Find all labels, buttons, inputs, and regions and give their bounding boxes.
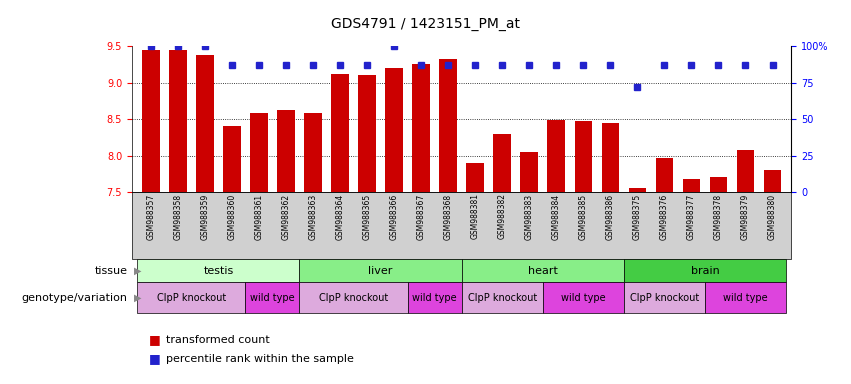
Bar	[655, 158, 673, 192]
Bar	[277, 110, 294, 192]
Bar	[250, 113, 268, 192]
Bar	[710, 177, 728, 192]
Bar	[439, 59, 457, 192]
Text: GDS4791 / 1423151_PM_at: GDS4791 / 1423151_PM_at	[331, 17, 520, 31]
Text: ClpP knockout: ClpP knockout	[319, 293, 388, 303]
Text: wild type: wild type	[413, 293, 457, 303]
Bar	[331, 74, 349, 192]
Text: tissue: tissue	[94, 266, 128, 276]
Bar	[737, 150, 754, 192]
Bar	[386, 68, 403, 192]
Bar	[196, 55, 214, 192]
Bar	[358, 75, 376, 192]
Bar	[683, 179, 700, 192]
Text: ▶: ▶	[134, 266, 141, 276]
Bar	[763, 170, 781, 192]
Text: wild type: wild type	[561, 293, 606, 303]
Bar	[521, 152, 538, 192]
Text: brain: brain	[690, 266, 719, 276]
Bar	[466, 163, 484, 192]
Text: liver: liver	[368, 266, 393, 276]
Text: wild type: wild type	[250, 293, 294, 303]
Bar	[304, 113, 322, 192]
Text: ClpP knockout: ClpP knockout	[630, 293, 699, 303]
Bar	[494, 134, 511, 192]
Bar	[602, 123, 620, 192]
Bar	[169, 50, 186, 192]
Bar	[142, 50, 160, 192]
Text: wild type: wild type	[723, 293, 768, 303]
Text: ▶: ▶	[134, 293, 141, 303]
Bar	[574, 121, 592, 192]
Text: ClpP knockout: ClpP knockout	[157, 293, 226, 303]
Text: heart: heart	[528, 266, 557, 276]
Text: genotype/variation: genotype/variation	[21, 293, 128, 303]
Text: ■: ■	[149, 353, 161, 366]
Text: percentile rank within the sample: percentile rank within the sample	[166, 354, 354, 364]
Text: transformed count: transformed count	[166, 335, 270, 345]
Bar	[547, 120, 565, 192]
Bar	[629, 188, 646, 192]
Bar	[223, 126, 241, 192]
Text: testis: testis	[203, 266, 233, 276]
Text: ClpP knockout: ClpP knockout	[467, 293, 537, 303]
Bar	[413, 64, 430, 192]
Text: ■: ■	[149, 333, 161, 346]
